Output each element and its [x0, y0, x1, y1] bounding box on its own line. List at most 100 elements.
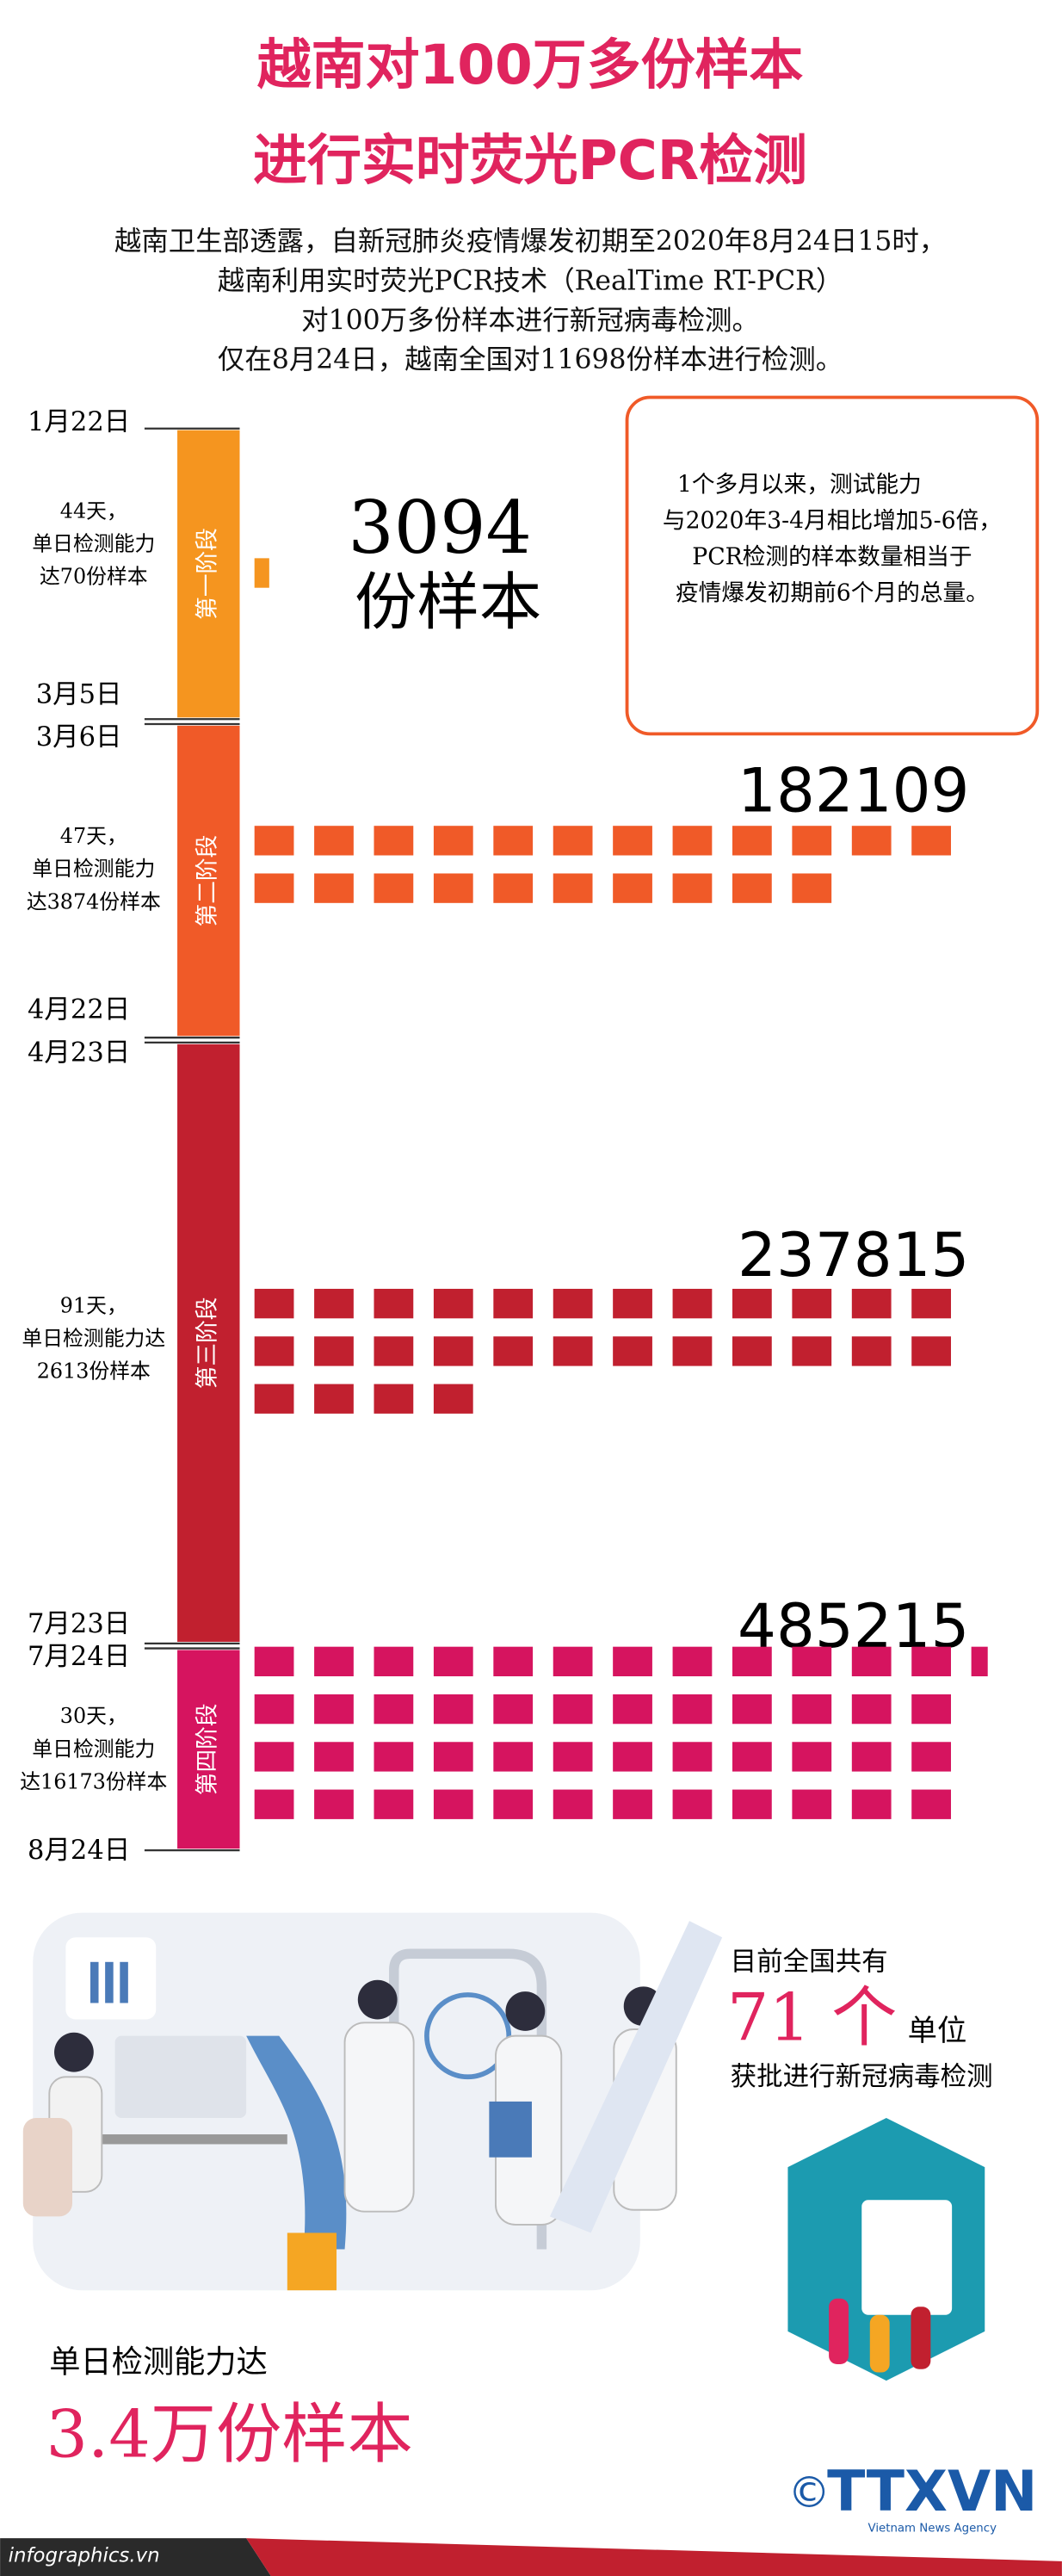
person — [343, 2022, 415, 2213]
date-label: 7月23日 — [28, 1609, 130, 1639]
stat-number: 3.4万份样本 — [46, 2396, 412, 2473]
person — [54, 2032, 94, 2072]
title: 进行实时荧光PCR检测 — [253, 129, 807, 192]
sample-block — [254, 558, 269, 588]
sample-block — [374, 1646, 414, 1676]
sample-block — [613, 873, 652, 903]
sample-block — [613, 826, 652, 856]
sample-block — [314, 1384, 354, 1414]
sample-block — [433, 1694, 473, 1725]
sample-block — [792, 826, 832, 856]
sample-block — [911, 1694, 951, 1725]
sample-block — [792, 1789, 832, 1819]
sample-block — [732, 826, 772, 856]
sample-block — [911, 826, 951, 856]
callout-box — [625, 395, 1040, 736]
phase-note: 达3874份样本 — [27, 889, 161, 913]
sample-block — [792, 1336, 832, 1366]
sample-block — [433, 1789, 473, 1819]
sample-block — [493, 1288, 534, 1319]
date-label: 4月23日 — [28, 1037, 130, 1068]
sample-block — [254, 873, 294, 903]
chair — [22, 2117, 73, 2217]
agency: Vietnam News Agency — [868, 2523, 997, 2536]
sample-block — [672, 1288, 713, 1319]
icon — [105, 1961, 114, 2003]
intro: 越南卫生部透露，自新冠肺炎疫情爆发初期至2020年8月24日15时， — [114, 226, 946, 257]
date-label: 8月24日 — [28, 1836, 130, 1866]
sample-block — [314, 826, 354, 856]
sample-block — [433, 826, 473, 856]
footer-bar — [246, 2538, 1062, 2576]
sample-block — [613, 1789, 652, 1819]
phase-label: 第四阶段 — [194, 1703, 220, 1795]
stat-text: 单日检测能力达 — [49, 2344, 268, 2381]
lab-icon — [829, 2298, 849, 2365]
sample-block — [672, 1694, 713, 1725]
monitor — [114, 2035, 247, 2118]
sample-block — [254, 1288, 294, 1319]
logo: TTXVN — [827, 2460, 1037, 2524]
phase-bar — [177, 430, 240, 718]
phase-note: 单日检测能力 — [32, 1737, 155, 1761]
phase-unit: 份样本 — [355, 567, 541, 640]
sample-block — [851, 1288, 892, 1319]
sample-block — [851, 1694, 892, 1725]
sample-block — [851, 1646, 892, 1676]
phase-note: 单日检测能力达 — [22, 1327, 165, 1351]
sample-block — [553, 1336, 593, 1366]
stat-text: 单位 — [908, 2014, 967, 2048]
phase-note: 达70份样本 — [40, 565, 148, 589]
sample-block — [613, 1336, 652, 1366]
sample-block — [433, 1384, 473, 1414]
sample-block — [553, 1646, 593, 1676]
footer-bar — [0, 2538, 271, 2576]
sample-block — [732, 1646, 772, 1676]
phase-label: 第三阶段 — [194, 1297, 220, 1390]
sample-block — [254, 1694, 294, 1725]
icon — [120, 1961, 128, 2003]
sample-block — [851, 1742, 892, 1772]
sample-block — [314, 1646, 354, 1676]
callout-text: 疫情爆发初期前6个月的总量。 — [676, 579, 989, 606]
sample-block — [433, 1288, 473, 1319]
lab-icon — [911, 2307, 931, 2369]
intro: 越南利用实时荧光PCR技术（RealTime RT-PCR） — [218, 265, 843, 296]
sample-block — [732, 1288, 772, 1319]
sample-block — [433, 1646, 473, 1676]
phase-label: 第二阶段 — [194, 835, 220, 927]
illustration-bg — [33, 1912, 640, 2291]
sample-block — [851, 1789, 892, 1819]
icon — [90, 1961, 99, 2003]
sample-block — [672, 1646, 713, 1676]
sample-block — [374, 826, 414, 856]
source: infographics.vn — [9, 2545, 160, 2567]
sample-block — [433, 1742, 473, 1772]
sample-block — [792, 1742, 832, 1772]
sample-block — [374, 1789, 414, 1819]
sample-block — [374, 873, 414, 903]
desk — [90, 2134, 287, 2145]
phase-total: 3094 — [348, 486, 531, 570]
sample-block — [911, 1288, 951, 1319]
light-beam — [549, 1921, 723, 2233]
stat-text: 获批进行新冠病毒检测 — [731, 2062, 993, 2092]
phase-note: 30天， — [60, 1704, 127, 1728]
date-label: 3月6日 — [36, 722, 122, 752]
person — [357, 1979, 398, 2020]
clipboard — [489, 2101, 532, 2158]
sample-block — [374, 1384, 414, 1414]
sample-block — [254, 1789, 294, 1819]
sample-block — [792, 1288, 832, 1319]
sample-block — [493, 1336, 534, 1366]
sample-block — [314, 1288, 354, 1319]
callout-text: 1个多月以来，测试能力 — [677, 471, 922, 498]
intro: 对100万多份样本进行新冠病毒检测。 — [301, 305, 759, 336]
phase-total: 182109 — [738, 755, 969, 826]
date-label: 1月22日 — [28, 407, 130, 437]
sample-block — [553, 826, 593, 856]
sample-block — [792, 1694, 832, 1725]
sample-block — [613, 1742, 652, 1772]
